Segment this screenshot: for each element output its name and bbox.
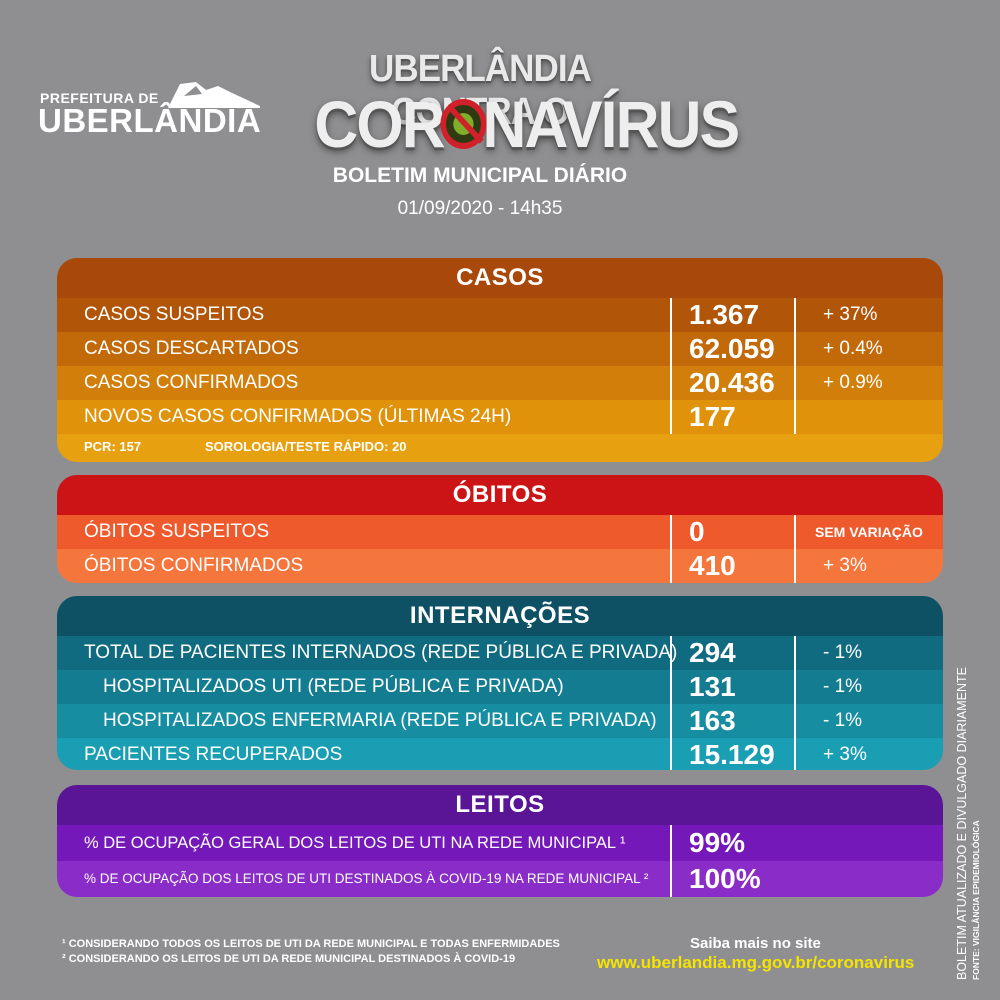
row-value: 410 [689,550,736,581]
row-variation: + 37% [823,304,878,325]
campaign-title-line2: COR NAVÍRUS [314,86,740,162]
row-value: 20.436 [689,367,775,398]
internacoes-header: INTERNAÇÕES [57,596,943,636]
row-value: 1.367 [689,299,760,330]
row-label: NOVOS CASOS CONFIRMADOS (ÚLTIMAS 24H) [84,406,512,427]
row-value: 99% [689,827,746,858]
row-label: % DE OCUPAÇÃO DOS LEITOS DE UTI DESTINAD… [84,871,649,886]
row-variation: - 1% [823,710,863,731]
row-label: ÓBITOS SUSPEITOS [84,521,270,542]
table-row: PACIENTES RECUPERADOS 15.129 + 3% [57,738,943,770]
row-label: HOSPITALIZADOS ENFERMARIA (REDE PÚBLICA … [103,710,657,731]
side-update-text: BOLETIM ATUALIZADO E DIVULGADO DIARIAMEN… [955,666,969,980]
obitos-header: ÓBITOS [57,475,943,515]
table-row: TOTAL DE PACIENTES INTERNADOS (REDE PÚBL… [57,636,943,670]
prefeitura-logo: PREFEITURA DE UBERLÂNDIA [38,72,268,142]
site-label: Saiba mais no site [690,935,821,952]
table-row: % DE OCUPAÇÃO DOS LEITOS DE UTI DESTINAD… [57,861,943,897]
bulletin-subtitle: BOLETIM MUNICIPAL DIÁRIO [332,164,628,187]
column-divider [670,636,672,770]
row-label: CASOS SUSPEITOS [84,304,265,325]
row-value: 100% [689,863,761,894]
leitos-header: LEITOS [57,785,943,825]
column-divider [670,515,672,583]
row-value: 15.129 [689,739,775,770]
row-value: 163 [689,705,736,736]
row-label: CASOS CONFIRMADOS [84,372,299,393]
row-value: 294 [689,637,736,668]
row-label: PACIENTES RECUPERADOS [84,744,343,765]
table-row: HOSPITALIZADOS UTI (REDE PÚBLICA E PRIVA… [57,670,943,704]
row-value: 62.059 [689,333,775,364]
row-value: 0 [689,516,705,547]
row-label: CASOS DESCARTADOS [84,338,299,359]
pcr-count: PCR: 157 [84,439,142,454]
row-variation: + 0.4% [823,338,883,359]
test-breakdown-row: PCR: 157 SOROLOGIA/TESTE RÁPIDO: 20 [57,434,943,462]
table-row: % DE OCUPAÇÃO GERAL DOS LEITOS DE UTI NA… [57,825,943,861]
title-part2: NAVÍRUS [482,87,740,161]
row-variation: SEM VARIAÇÃO [815,524,923,540]
row-value: 131 [689,671,736,702]
row-variation: + 0.9% [823,372,883,393]
column-divider [794,515,796,583]
bulletin-date: 01/09/2020 - 14h35 [397,198,563,219]
footnote-1: ¹ CONSIDERANDO TODOS OS LEITOS DE UTI DA… [62,938,560,950]
column-divider [794,298,796,434]
casos-section: CASOS CASOS SUSPEITOS 1.367 + 37% CASOS DE… [57,258,943,462]
leitos-section: LEITOS % DE OCUPAÇÃO GERAL DOS LEITOS DE… [57,785,943,897]
table-row: HOSPITALIZADOS ENFERMARIA (REDE PÚBLICA … [57,704,943,738]
casos-header: CASOS [57,258,943,298]
table-row: CASOS CONFIRMADOS 20.436 + 0.9% [57,366,943,400]
row-variation: + 3% [823,555,867,576]
side-source-text: FONTE: VIGILÂNCIA EPIDEMIOLÓGICA [971,820,981,980]
obitos-section: ÓBITOS ÓBITOS SUSPEITOS 0 SEM VARIAÇÃO ÓBI… [57,475,943,583]
table-row: CASOS DESCARTADOS 62.059 + 0.4% [57,332,943,366]
row-variation: + 3% [823,744,867,765]
column-divider [670,825,672,897]
row-label: HOSPITALIZADOS UTI (REDE PÚBLICA E PRIVA… [103,676,564,697]
column-divider [670,298,672,434]
row-label: TOTAL DE PACIENTES INTERNADOS (REDE PÚBL… [84,642,678,663]
table-row: NOVOS CASOS CONFIRMADOS (ÚLTIMAS 24H) 177 [57,400,943,434]
footnote-2: ² CONSIDERANDO OS LEITOS DE UTI DA REDE … [62,953,516,965]
row-label: % DE OCUPAÇÃO GERAL DOS LEITOS DE UTI NA… [84,834,626,852]
row-value: 177 [689,401,736,432]
sorologia-count: SOROLOGIA/TESTE RÁPIDO: 20 [205,439,407,454]
title-part1: COR [314,87,445,161]
logo-line1: PREFEITURA DE [40,90,159,106]
table-row: ÓBITOS CONFIRMADOS 410 + 3% [57,549,943,583]
table-row: ÓBITOS SUSPEITOS 0 SEM VARIAÇÃO [57,515,943,549]
row-label: ÓBITOS CONFIRMADOS [84,555,304,576]
city-skyline-icon [168,82,260,108]
side-note: BOLETIM ATUALIZADO E DIVULGADO DIARIAMEN… [955,640,995,980]
logo-line2: UBERLÂNDIA [38,102,262,139]
internacoes-section: INTERNAÇÕES TOTAL DE PACIENTES INTERNADO… [57,596,943,770]
row-variation: - 1% [823,642,863,663]
no-virus-icon [440,98,487,149]
site-link[interactable]: www.uberlandia.mg.gov.br/coronavirus [597,953,915,972]
table-row: CASOS SUSPEITOS 1.367 + 37% [57,298,943,332]
column-divider [794,636,796,770]
row-variation: - 1% [823,676,863,697]
